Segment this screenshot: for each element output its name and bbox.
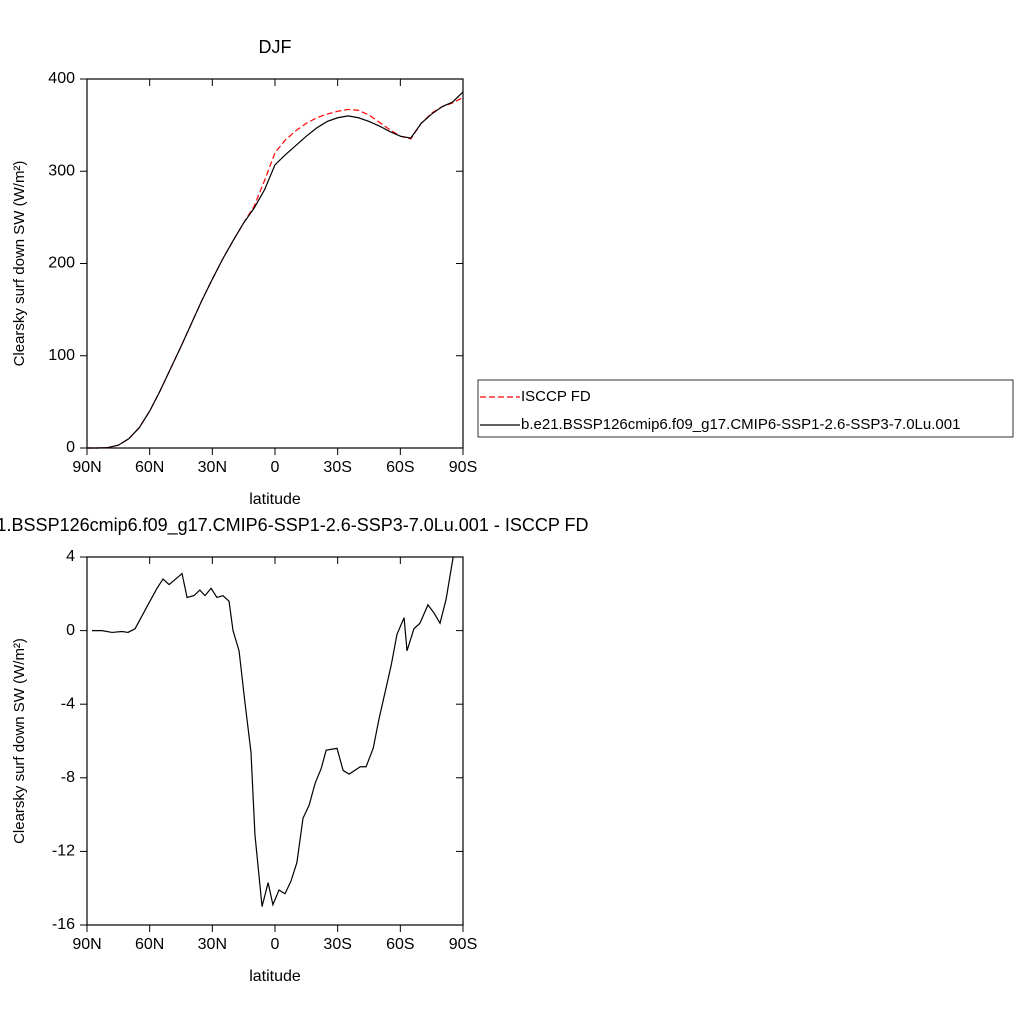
x-axis-label: latitude <box>249 491 301 508</box>
y-axis-label: Clearsky surf down SW (W/m²) <box>11 161 28 367</box>
data-line <box>92 556 454 907</box>
x-tick-label: 60N <box>135 459 164 476</box>
x-tick-label: 60S <box>386 459 414 476</box>
x-tick-label: 90N <box>72 459 101 476</box>
y-tick-label: 4 <box>66 548 75 565</box>
x-tick-label: 90S <box>449 459 477 476</box>
plot-frame <box>86 78 464 449</box>
legend-label: ISCCP FD <box>521 388 591 405</box>
legend-box <box>477 379 1014 438</box>
data-line <box>87 91 464 449</box>
y-tick-label: -4 <box>61 695 75 712</box>
y-tick-label: 100 <box>48 347 75 364</box>
y-tick-label: 0 <box>66 622 75 639</box>
plot-frame <box>86 556 464 926</box>
legend-label: b.e21.BSSP126cmip6.f09_g17.CMIP6-SSP1-2.… <box>521 416 960 433</box>
y-tick-label: -16 <box>52 916 75 933</box>
y-tick-label: 0 <box>66 439 75 456</box>
x-tick-label: 90S <box>449 936 477 953</box>
x-tick-label: 60S <box>386 936 414 953</box>
chart-title: DJF <box>259 37 292 57</box>
y-tick-label: 200 <box>48 255 75 272</box>
x-tick-label: 30S <box>323 936 351 953</box>
x-tick-label: 30N <box>198 459 227 476</box>
y-tick-label: -12 <box>52 843 75 860</box>
chart-title: b.e21.BSSP126cmip6.f09_g17.CMIP6-SSP1-2.… <box>0 515 589 536</box>
y-tick-label: 400 <box>48 70 75 87</box>
y-tick-label: 300 <box>48 162 75 179</box>
x-tick-label: 30N <box>198 936 227 953</box>
x-tick-label: 0 <box>271 459 280 476</box>
y-axis-label: Clearsky surf down SW (W/m²) <box>11 638 28 844</box>
x-tick-label: 60N <box>135 936 164 953</box>
x-tick-label: 30S <box>323 459 351 476</box>
data-line <box>87 96 464 449</box>
y-tick-label: -8 <box>61 769 75 786</box>
x-tick-label: 90N <box>72 936 101 953</box>
x-axis-label: latitude <box>249 968 301 985</box>
x-tick-label: 0 <box>271 936 280 953</box>
